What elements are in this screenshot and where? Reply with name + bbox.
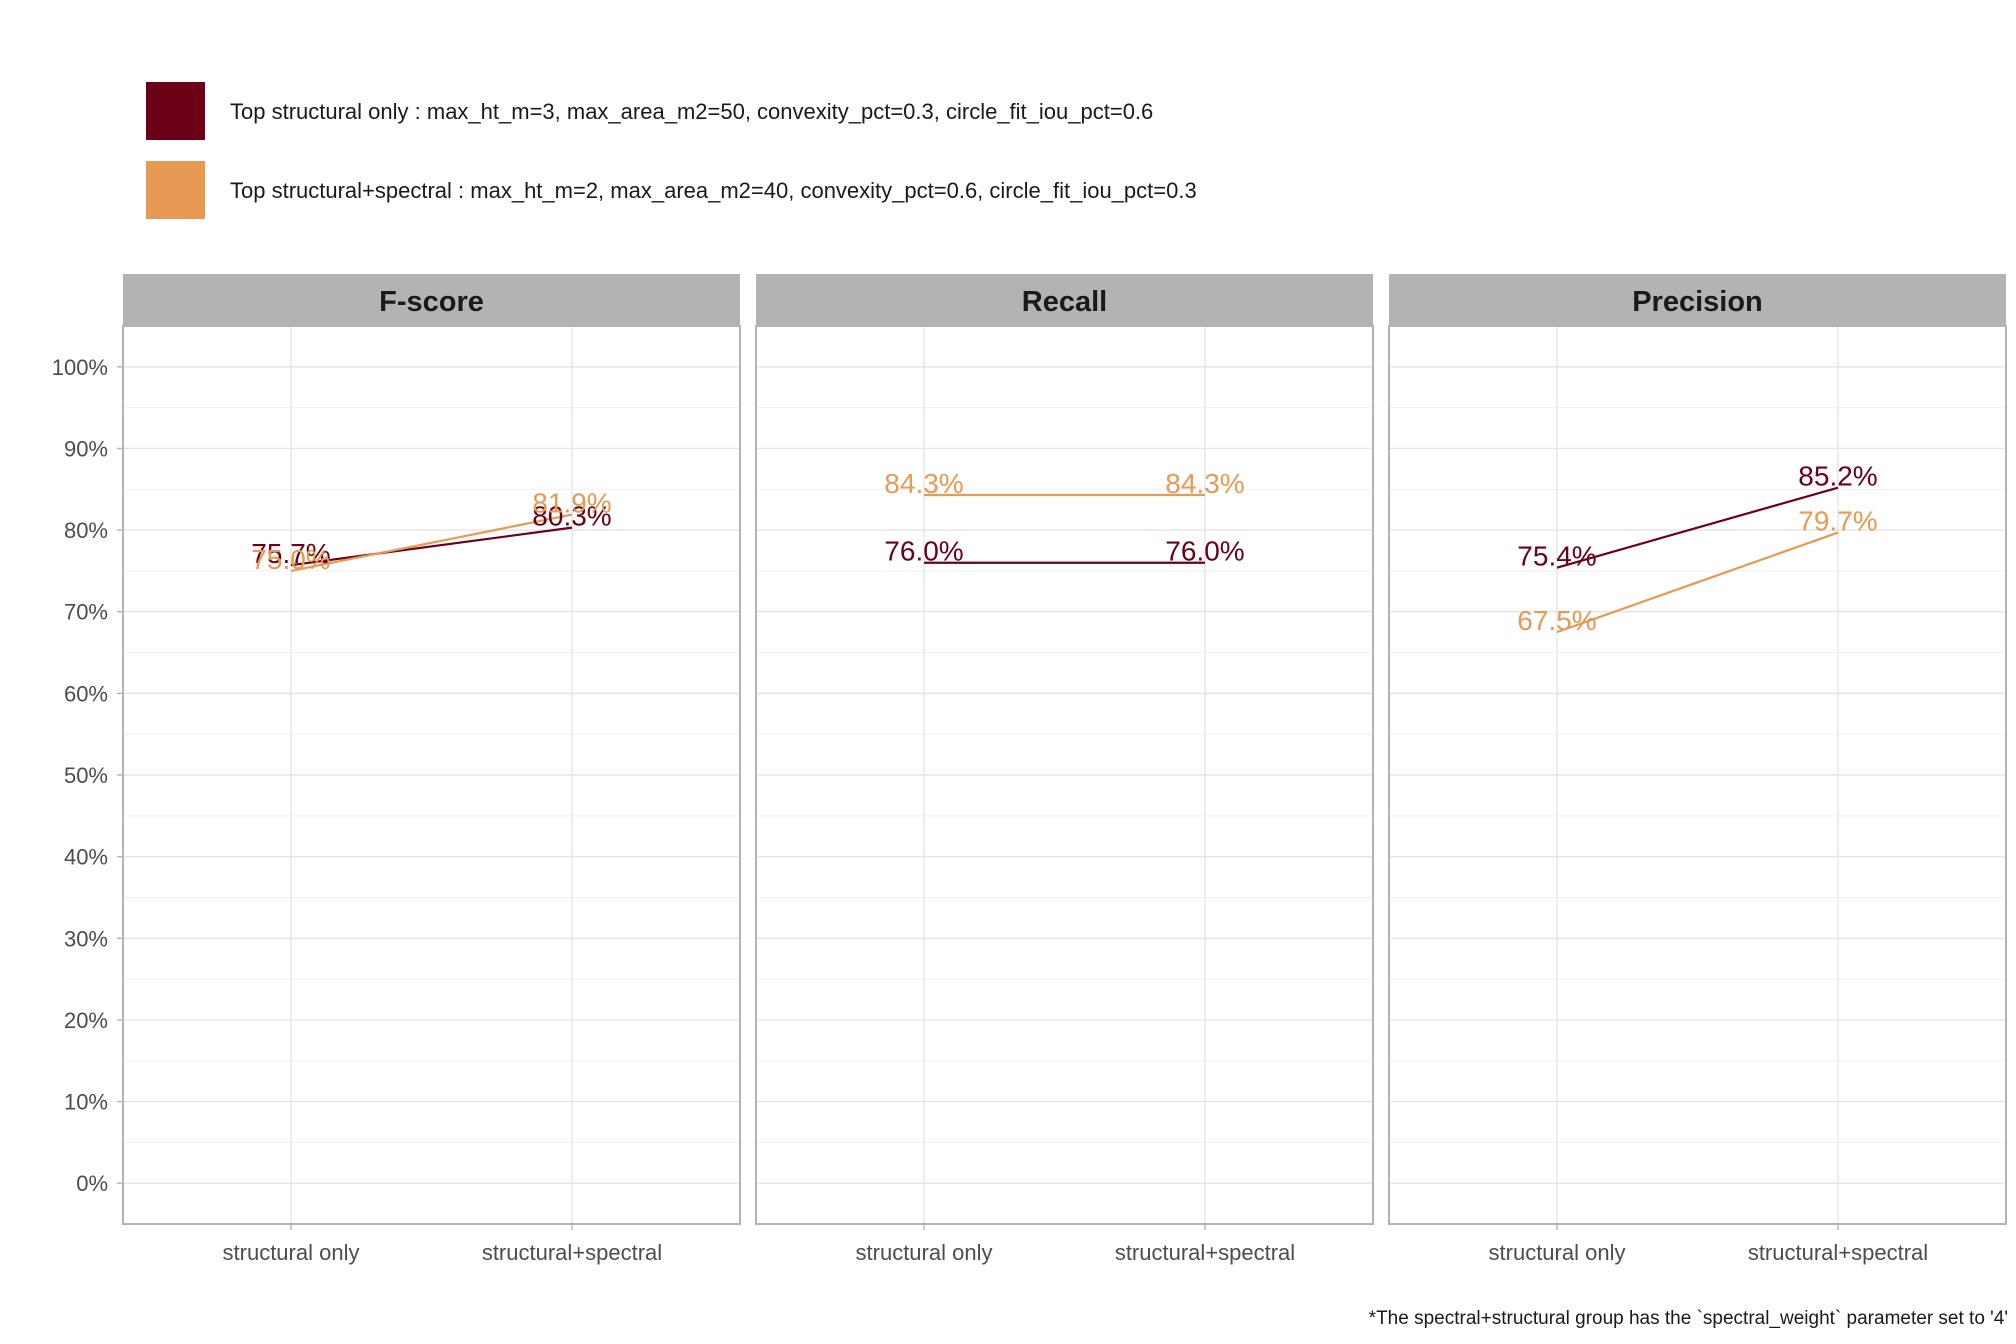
panel-recall: Recall 76.0% 76.0% 84.3% 84.3% structural onl… (755, 274, 1374, 1265)
panel-title: Recall (1022, 286, 1107, 318)
legend-label-1: Top structural+spectral : max_ht_m=2, ma… (230, 178, 1197, 203)
series-line-0 (1556, 486, 1839, 569)
legend-label-0: Top structural only : max_ht_m=3, max_ar… (230, 99, 1153, 124)
data-label-0-1: 85.2% (1798, 461, 1877, 492)
y-tick-label: 0% (76, 1171, 108, 1196)
y-tick-label: 50% (64, 763, 108, 788)
y-tick-label: 70% (64, 600, 108, 625)
x-tick-label: structural+spectral (1748, 1240, 1928, 1265)
data-label-1-0: 75.0% (251, 544, 330, 575)
panel-strip (123, 274, 740, 326)
data-label-0-0: 75.4% (1517, 541, 1596, 572)
data-label-1-1: 81.9% (532, 488, 611, 519)
data-label-1-1: 79.7% (1798, 506, 1877, 537)
series-line-0 (290, 526, 573, 567)
legend: Top structural only : max_ht_m=3, max_ar… (146, 82, 1197, 219)
panel-border (755, 325, 1374, 1225)
x-tick-label: structural only (1489, 1240, 1626, 1265)
panel-strip (1389, 274, 2006, 326)
panel-title: F-score (379, 286, 484, 318)
legend-key-0 (146, 82, 205, 140)
y-tick-label: 20% (64, 1008, 108, 1033)
y-tick-label: 40% (64, 845, 108, 870)
legend-key-1 (146, 161, 205, 219)
panel-strip (756, 274, 1373, 326)
data-label-1-0: 84.3% (884, 468, 963, 499)
x-tick-label: structural only (223, 1240, 360, 1265)
data-label-1-0: 67.5% (1517, 605, 1596, 636)
y-tick-label: 100% (52, 355, 108, 380)
series-line-1 (290, 513, 573, 572)
panel-precision: Precision 75.4% 85.2% 67.5% 79.7% structural … (1388, 274, 2007, 1265)
data-label-0-0: 76.0% (884, 536, 963, 567)
facet-panels: F-score 75.7% 80.3% 75.0% 81.9% structural on… (122, 274, 2007, 1265)
series-line-1 (1556, 531, 1839, 634)
x-tick-label: structural+spectral (1115, 1240, 1295, 1265)
y-tick-label: 10% (64, 1090, 108, 1115)
y-axis: 0% 10% 20% 30% 40% 50% 60% 70% 80% 90% 100% (52, 355, 123, 1196)
panel-title: Precision (1632, 286, 1763, 318)
data-label-1-1: 84.3% (1165, 468, 1244, 499)
data-label-0-1: 80.3% (532, 501, 611, 532)
x-tick-label: structural only (856, 1240, 993, 1265)
y-tick-label: 60% (64, 681, 108, 706)
data-label-0-1: 76.0% (1165, 536, 1244, 567)
y-tick-label: 80% (64, 518, 108, 543)
x-tick-label: structural+spectral (482, 1240, 662, 1265)
chart-caption: *The spectral+structural group has the `… (1369, 1308, 2008, 1329)
y-tick-label: 90% (64, 436, 108, 461)
y-tick-label: 30% (64, 926, 108, 951)
data-label-0-0: 75.7% (251, 538, 330, 569)
panel-border (1388, 325, 2007, 1225)
panel-f-score: F-score 75.7% 80.3% 75.0% 81.9% structural on… (122, 274, 741, 1265)
